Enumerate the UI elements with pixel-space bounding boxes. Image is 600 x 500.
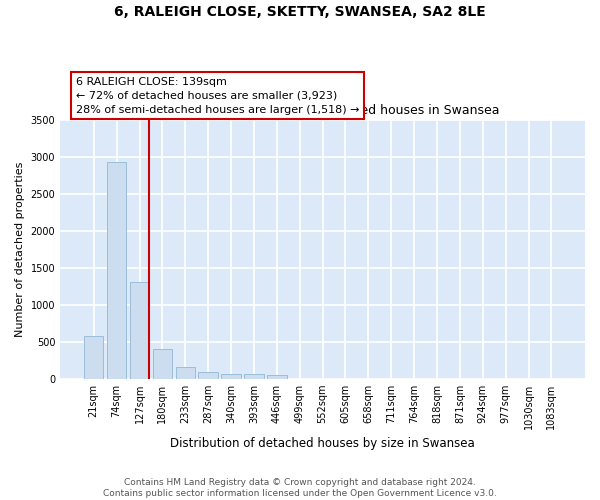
Bar <box>176 367 195 378</box>
Bar <box>267 375 287 378</box>
Bar <box>84 336 103 378</box>
Bar <box>130 282 149 378</box>
Bar <box>244 374 263 378</box>
Text: 6 RALEIGH CLOSE: 139sqm
← 72% of detached houses are smaller (3,923)
28% of semi: 6 RALEIGH CLOSE: 139sqm ← 72% of detache… <box>76 76 359 114</box>
Bar <box>152 349 172 378</box>
Text: Contains HM Land Registry data © Crown copyright and database right 2024.
Contai: Contains HM Land Registry data © Crown c… <box>103 478 497 498</box>
Y-axis label: Number of detached properties: Number of detached properties <box>15 162 25 337</box>
X-axis label: Distribution of detached houses by size in Swansea: Distribution of detached houses by size … <box>170 437 475 450</box>
Title: Size of property relative to detached houses in Swansea: Size of property relative to detached ho… <box>146 104 499 117</box>
Bar <box>199 372 218 378</box>
Text: 6, RALEIGH CLOSE, SKETTY, SWANSEA, SA2 8LE: 6, RALEIGH CLOSE, SKETTY, SWANSEA, SA2 8… <box>114 5 486 19</box>
Bar <box>221 374 241 378</box>
Bar <box>107 162 127 378</box>
